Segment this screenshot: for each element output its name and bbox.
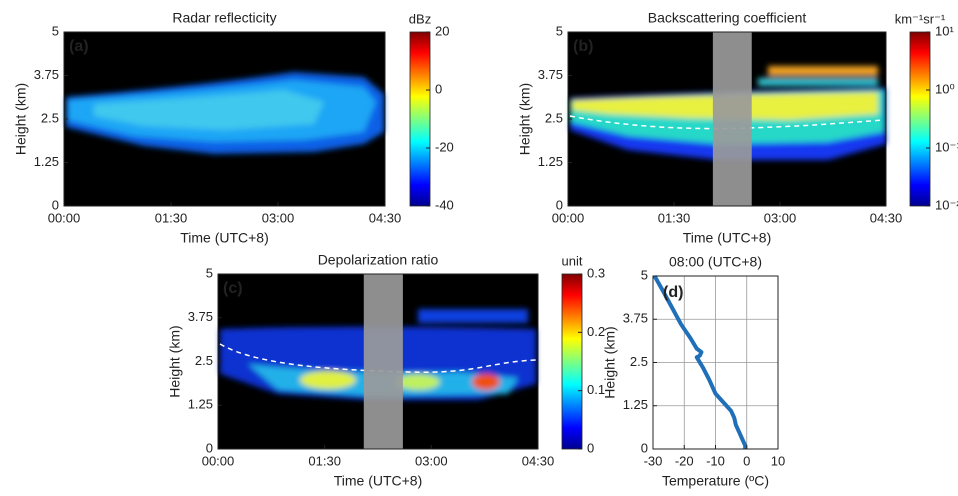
panel-label: (d)	[663, 284, 683, 301]
y-tick-label: 1.25	[34, 154, 59, 169]
y-tick-label: 3.75	[188, 309, 213, 324]
y-tick-label: 1.25	[623, 397, 648, 412]
colorbar-tick-label: 0.3	[587, 265, 605, 280]
x-tick-label: 04:30	[522, 453, 555, 468]
shaded-span	[712, 32, 752, 206]
y-tick-label: 3.75	[34, 67, 59, 82]
y-tick-label: 3.75	[623, 311, 648, 326]
x-axis-label: Temperature (ºC)	[662, 473, 769, 489]
colorbar-tick-label: 10⁻²	[935, 197, 958, 212]
x-tick-label: 00:00	[552, 210, 585, 225]
field-pattern	[66, 72, 384, 154]
x-tick-label: 0	[743, 453, 750, 468]
x-tick-label: -30	[644, 453, 663, 468]
y-tick-label: 5	[52, 23, 59, 38]
colorbar	[561, 273, 583, 450]
colorbar-tick-label: 0.1	[587, 382, 605, 397]
colorbar-tick-label: 0	[435, 81, 442, 96]
y-tick-label: 0	[641, 440, 648, 455]
line	[652, 275, 748, 449]
y-tick-label: 3.75	[538, 67, 563, 82]
colorbar-tick-label: -20	[435, 139, 454, 154]
colorbar-label: unit	[562, 253, 583, 268]
chart-title: Backscattering coefficient	[648, 10, 807, 26]
x-tick-label: 03:00	[415, 453, 448, 468]
panel-label: (c)	[223, 280, 243, 297]
x-tick-label: 03:00	[764, 210, 797, 225]
chart-title: 08:00 (UTC+8)	[669, 254, 762, 270]
colorbar	[909, 31, 931, 207]
y-axis-label: Height (km)	[167, 325, 183, 397]
y-axis-label: Height (km)	[517, 83, 533, 155]
y-axis-label: Height (km)	[13, 83, 29, 155]
y-tick-label: 2.5	[630, 354, 648, 369]
panel-label: (a)	[69, 38, 89, 55]
colorbar-tick-label: 10⁻¹	[935, 139, 958, 154]
x-tick-label: -20	[675, 453, 694, 468]
y-tick-label: 2.5	[545, 110, 563, 125]
y-tick-label: 0	[206, 440, 213, 455]
x-tick-label: -10	[706, 453, 725, 468]
x-tick-label: 04:30	[870, 210, 903, 225]
x-tick-label: 00:00	[202, 453, 235, 468]
colorbar-label: dBz	[409, 11, 431, 26]
x-axis-label: Time (UTC+8)	[180, 230, 269, 246]
panel-label: (b)	[573, 38, 593, 55]
colorbar-tick-label: -40	[435, 197, 454, 212]
x-tick-label: 01:30	[308, 453, 341, 468]
y-tick-label: 1.25	[538, 154, 563, 169]
chart-title: Radar reflecticity	[172, 10, 276, 26]
y-tick-label: 2.5	[195, 353, 213, 368]
colorbar-tick-label: 20	[435, 23, 449, 38]
x-axis-label: Time (UTC+8)	[683, 230, 772, 246]
x-tick-label: 00:00	[48, 210, 81, 225]
y-tick-label: 5	[641, 267, 648, 282]
y-tick-label: 0	[556, 197, 563, 212]
dashed-line	[219, 343, 537, 373]
colorbar-tick-label: 10¹	[935, 23, 954, 38]
x-axis-label: Time (UTC+8)	[334, 473, 423, 489]
y-tick-label: 1.25	[188, 397, 213, 412]
colorbar	[409, 31, 431, 207]
shaded-span	[363, 274, 403, 449]
x-tick-label: 01:30	[155, 210, 188, 225]
x-tick-label: 01:30	[658, 210, 691, 225]
chart-title: Depolarization ratio	[318, 252, 439, 268]
colorbar-tick-label: 10⁰	[935, 81, 955, 96]
y-axis-label: Height (km)	[602, 326, 618, 398]
x-tick-label: 03:00	[262, 210, 295, 225]
y-tick-label: 2.5	[41, 110, 59, 125]
colorbar-tick-label: 0	[587, 440, 594, 455]
y-tick-label: 5	[206, 265, 213, 280]
colorbar-label: km⁻¹sr⁻¹	[895, 11, 946, 26]
y-tick-label: 5	[556, 23, 563, 38]
x-tick-label: 04:30	[369, 210, 402, 225]
colorbar-tick-label: 0.2	[587, 324, 605, 339]
y-tick-label: 0	[52, 197, 59, 212]
x-tick-label: 10	[771, 453, 785, 468]
heatmap-field	[64, 32, 385, 206]
